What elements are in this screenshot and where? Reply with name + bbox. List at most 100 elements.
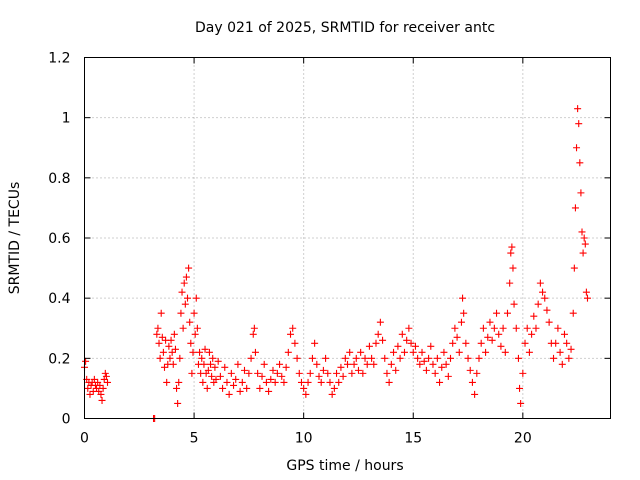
- data-point: [398, 330, 406, 338]
- data-point: [359, 369, 367, 377]
- data-point: [455, 348, 463, 356]
- data-point: [346, 348, 354, 356]
- data-point: [563, 339, 571, 347]
- y-tick-label: 0.8: [48, 171, 70, 187]
- data-point: [198, 354, 206, 362]
- data-point: [560, 330, 568, 338]
- data-point: [179, 324, 187, 332]
- data-point: [344, 360, 351, 368]
- data-point: [431, 369, 439, 377]
- data-point: [471, 390, 479, 398]
- data-point: [497, 342, 505, 350]
- data-point: [324, 369, 332, 377]
- data-point: [550, 354, 558, 362]
- data-point: [201, 345, 209, 353]
- data-point: [258, 372, 266, 380]
- data-point: [230, 381, 238, 389]
- data-point: [418, 348, 426, 356]
- data-point: [260, 360, 268, 368]
- y-tick-label: 1.2: [48, 51, 70, 67]
- data-point: [221, 363, 229, 371]
- data-point: [90, 375, 98, 383]
- data-point: [536, 279, 544, 287]
- data-point: [543, 306, 551, 314]
- data-point: [457, 318, 465, 326]
- data-point: [521, 339, 529, 347]
- x-tick-label: 10: [295, 431, 313, 447]
- data-point: [189, 348, 197, 356]
- data-point: [503, 309, 511, 317]
- data-point: [488, 336, 496, 344]
- data-point: [462, 339, 470, 347]
- data-point: [368, 354, 376, 362]
- data-point: [352, 354, 360, 362]
- data-point: [493, 309, 501, 317]
- data-point: [405, 324, 413, 332]
- data-point: [396, 354, 404, 362]
- data-point: [188, 369, 196, 377]
- data-point: [363, 360, 371, 368]
- data-point: [187, 339, 195, 347]
- data-point: [243, 384, 251, 392]
- data-point: [177, 309, 185, 317]
- data-point: [341, 354, 349, 362]
- data-point: [282, 363, 290, 371]
- data-point: [464, 354, 472, 362]
- axis-tick-labels: 0 5 10 15 20 0 0.2 0.4 0.6 0.8 1 1.2: [48, 51, 532, 447]
- data-point: [425, 354, 433, 362]
- data-point: [348, 369, 356, 377]
- data-point: [507, 249, 515, 257]
- data-point: [171, 345, 179, 353]
- data-point: [361, 354, 369, 362]
- data-point: [400, 348, 408, 356]
- data-point: [571, 204, 579, 212]
- y-tick-label: 0.6: [48, 231, 70, 247]
- data-point: [238, 378, 246, 386]
- data-point: [96, 381, 104, 389]
- data-point: [523, 324, 531, 332]
- data-point: [475, 354, 483, 362]
- data-point: [154, 324, 162, 332]
- data-point: [308, 354, 316, 362]
- x-tick-label: 15: [404, 431, 422, 447]
- data-point: [99, 384, 107, 392]
- data-point: [517, 399, 525, 407]
- data-point: [508, 243, 516, 251]
- y-tick-label: 0.4: [48, 291, 70, 307]
- data-point: [232, 375, 240, 383]
- data-point: [273, 369, 281, 377]
- data-point: [427, 342, 435, 350]
- data-point: [165, 342, 173, 350]
- data-point: [287, 330, 295, 338]
- data-point: [579, 249, 587, 257]
- data-point: [265, 387, 273, 395]
- data-point: [306, 369, 314, 377]
- data-point: [447, 354, 455, 362]
- data-point: [534, 300, 542, 308]
- x-tick-label: 5: [190, 431, 199, 447]
- data-point: [193, 324, 201, 332]
- data-point: [407, 339, 415, 347]
- data-point: [300, 384, 308, 392]
- data-point: [175, 378, 183, 386]
- data-point: [269, 366, 277, 374]
- data-point: [385, 378, 393, 386]
- data-point: [567, 345, 575, 353]
- data-point: [297, 378, 305, 386]
- data-point: [576, 159, 584, 167]
- data-point: [211, 363, 219, 371]
- data-point: [153, 330, 161, 338]
- data-point: [192, 294, 200, 302]
- data-point: [575, 120, 583, 128]
- data-point: [442, 360, 450, 368]
- data-point: [482, 348, 490, 356]
- data-point: [582, 288, 590, 296]
- data-point: [163, 378, 171, 386]
- data-point: [580, 234, 588, 242]
- data-point: [552, 339, 560, 347]
- data-point: [262, 378, 270, 386]
- data-point: [254, 369, 262, 377]
- data-point: [82, 357, 90, 365]
- y-axis-label: SRMTID / TECUs: [7, 182, 23, 295]
